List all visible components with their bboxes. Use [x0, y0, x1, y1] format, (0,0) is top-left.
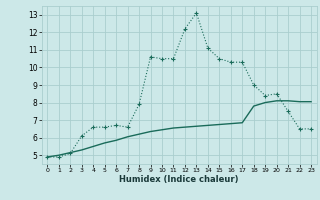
- X-axis label: Humidex (Indice chaleur): Humidex (Indice chaleur): [119, 175, 239, 184]
